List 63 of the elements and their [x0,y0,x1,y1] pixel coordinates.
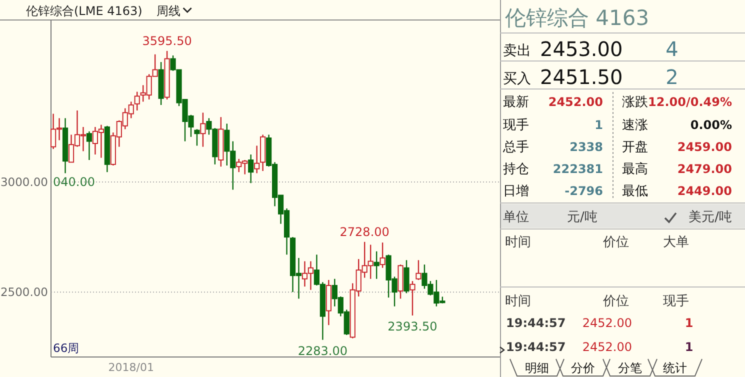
text: 持仓 [503,162,529,177]
text: 19:44:57 [506,316,566,330]
text: 单位 [503,210,529,225]
y-tick-label: 2500.00 [0,285,48,300]
text: -2796 [564,184,603,198]
text: 最新 [503,95,529,110]
text: 伦锌综合 4163 [505,6,650,30]
text: 222381 [552,162,603,176]
text: 2 [666,65,678,89]
text: 1 [684,340,694,354]
text: 19:44:57 [506,340,566,354]
text: 时间 [505,235,531,250]
text: 2452.00 [582,340,632,354]
candlestick [260,134,266,172]
text: 总手 [502,140,529,155]
text: 明细 [525,361,549,375]
text: 价位 [602,235,629,250]
title: 伦锌综合(LME 4163) [26,4,142,18]
annotation: 2283.00 [298,344,348,358]
text: 卖出 [503,43,531,59]
text: 分价 [571,361,595,375]
text: 2459.00 [677,140,732,154]
text: 1 [594,118,603,132]
annotation: 040.00 [53,175,95,189]
candlestick [200,112,206,148]
annotation: 66周 [53,341,80,355]
text: 0.00% [690,118,732,132]
text: 价位 [602,294,629,309]
text: 最低 [622,184,648,199]
y-tick-label: 3000.00 [0,175,48,190]
subtitle: 周线 [156,4,180,18]
text: 分笔 [618,361,642,375]
text: 4 [666,37,678,61]
text: 现手 [503,118,529,133]
annotation: 2393.50 [388,320,438,334]
text: 2449.00 [677,184,732,198]
text: 日增 [503,184,529,199]
text: 2338 [570,140,603,154]
text: 2452.00 [582,316,632,330]
candlestick [254,145,260,174]
text: 2452.00 [548,95,603,109]
text: 美元/吨 [688,209,732,225]
text: 统计 [663,361,687,375]
text: 涨跌 [622,95,648,110]
text: 元/吨 [567,210,598,225]
text: 大单 [663,235,689,250]
annotation: 3595.50 [142,34,192,48]
text: 开盘 [622,140,648,155]
candlestick [62,118,68,174]
text: 2479.00 [677,162,732,176]
text: 速涨 [622,118,648,133]
text: 2453.00 [540,37,623,61]
text: 最高 [622,161,648,177]
candlestick [374,250,380,280]
annotation: 2728.00 [340,224,390,239]
text: 2451.50 [540,65,623,89]
text: 现手 [663,294,689,309]
text: 时间 [505,294,531,309]
text: 买入 [503,71,531,87]
text: 1 [684,316,694,330]
text: 12.00/0.49% [648,95,732,109]
x-tick-label: 2018/01 [108,361,154,374]
candlestick [326,279,332,326]
